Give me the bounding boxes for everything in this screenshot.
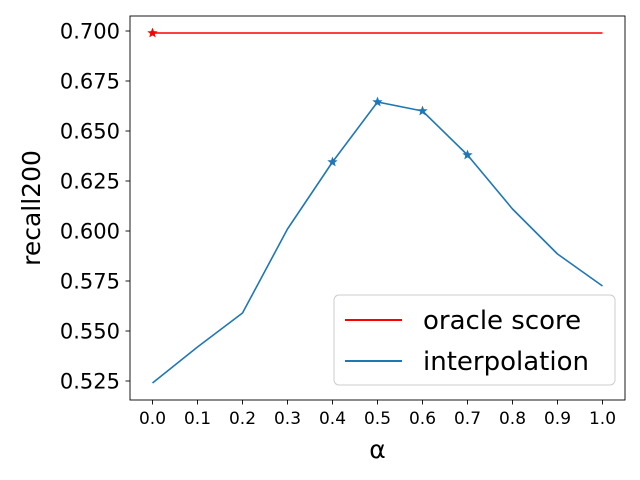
y-tick-label: 0.575 — [60, 270, 120, 294]
x-tick-label: 0.2 — [229, 409, 256, 429]
star-marker-interpolation-1 — [372, 96, 383, 107]
y-tick-label: 0.525 — [60, 370, 120, 394]
legend-label-oracle-score: oracle score — [423, 306, 581, 336]
star-marker-interpolation-0 — [327, 156, 338, 167]
x-tick-label: 0.3 — [274, 409, 301, 429]
x-tick-label: 0.1 — [184, 409, 211, 429]
y-tick-label: 0.625 — [60, 170, 120, 194]
legend-label-interpolation: interpolation — [423, 347, 589, 377]
x-tick-label: 1.0 — [589, 409, 616, 429]
y-tick-label: 0.650 — [60, 120, 120, 144]
x-tick-label: 0.6 — [409, 409, 436, 429]
legend-box — [333, 294, 616, 386]
star-marker-interpolation-3 — [462, 149, 473, 160]
x-tick-label: 0.0 — [139, 409, 166, 429]
star-marker-interpolation-2 — [417, 105, 428, 116]
x-axis-label: α — [369, 435, 385, 464]
x-tick-label: 0.9 — [544, 409, 571, 429]
y-tick-label: 0.600 — [60, 220, 120, 244]
y-tick-label: 0.675 — [60, 70, 120, 94]
x-tick-label: 0.8 — [499, 409, 526, 429]
x-tick-label: 0.4 — [319, 409, 346, 429]
y-tick-label: 0.550 — [60, 320, 120, 344]
y-axis-label: recall200 — [17, 150, 46, 266]
x-tick-label: 0.7 — [454, 409, 481, 429]
y-tick-label: 0.700 — [60, 20, 120, 44]
x-tick-label: 0.5 — [364, 409, 391, 429]
star-marker-oracle-score-0 — [147, 27, 158, 38]
